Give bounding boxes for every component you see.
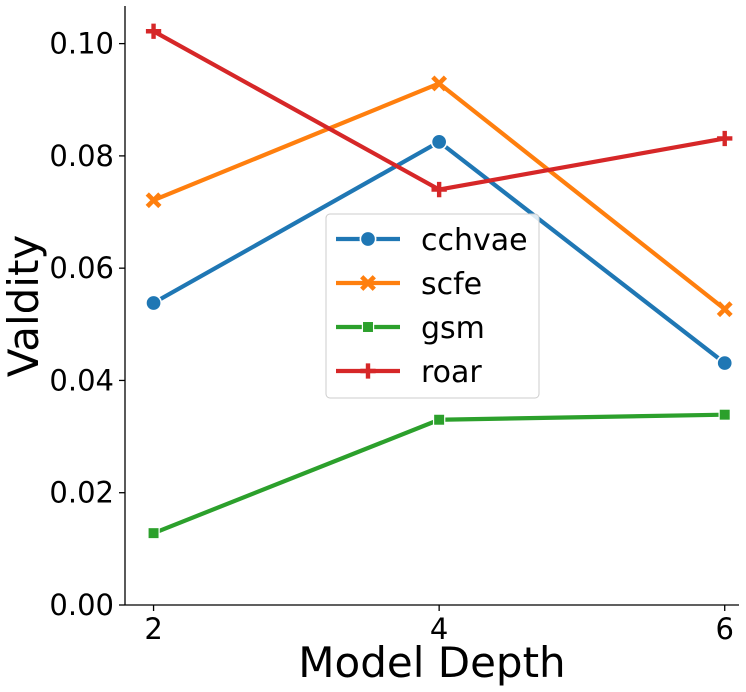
data-point-gsm (147, 526, 160, 540)
series-roar (145, 23, 733, 198)
axes: 0.00 0.02 0.04 0.06 0.08 0.10 2 4 6 (49, 6, 739, 646)
data-point-gsm (432, 413, 446, 426)
series-line-gsm (152, 412, 725, 536)
y-tick-label: 0.02 (49, 476, 114, 510)
data-point-cchvae (430, 133, 448, 151)
legend-marker-roar (360, 363, 376, 379)
legend-label-roar: roar (421, 355, 482, 390)
y-tick-label: 0.06 (49, 251, 114, 285)
legend-marker-cchvae (359, 230, 377, 248)
legend-marker-scfe (360, 275, 376, 291)
series-scfe (145, 75, 733, 318)
data-point-scfe (716, 301, 733, 318)
data-point-roar (145, 23, 162, 39)
series-gsm (147, 408, 731, 540)
x-tick-label: 6 (715, 612, 733, 646)
y-tick-label: 0.00 (49, 588, 114, 622)
series-cchvae (145, 133, 734, 372)
data-point-scfe (145, 192, 162, 209)
x-tick-label: 4 (430, 612, 448, 646)
legend-label-cchvae: cchvae (421, 223, 528, 258)
y-tick-label: 0.04 (49, 363, 114, 397)
legend-entry-roar: roar (336, 355, 482, 390)
legend-label-scfe: scfe (421, 267, 482, 302)
y-tick-label: 0.10 (49, 27, 114, 61)
data-point-scfe (431, 75, 448, 92)
data-point-gsm (718, 408, 731, 421)
y-tick-label: 0.08 (49, 139, 114, 173)
data-point-cchvae (716, 354, 734, 372)
legend-label-gsm: gsm (421, 311, 485, 346)
legend-entry-gsm: gsm (336, 311, 485, 346)
x-axis-label: Model Depth (298, 638, 565, 687)
data-point-roar (717, 130, 733, 147)
y-axis-label: Valdity (0, 235, 48, 378)
data-point-cchvae (145, 294, 163, 312)
x-tick-label: 2 (144, 612, 162, 646)
legend-frame (325, 213, 540, 399)
legend-entry-scfe: scfe (336, 267, 482, 302)
legend: cchvae scfe gsm roar (325, 213, 540, 399)
data-point-roar (431, 181, 447, 198)
legend-marker-gsm (361, 320, 375, 334)
series-lines (145, 23, 734, 540)
legend-entry-cchvae: cchvae (336, 223, 528, 258)
